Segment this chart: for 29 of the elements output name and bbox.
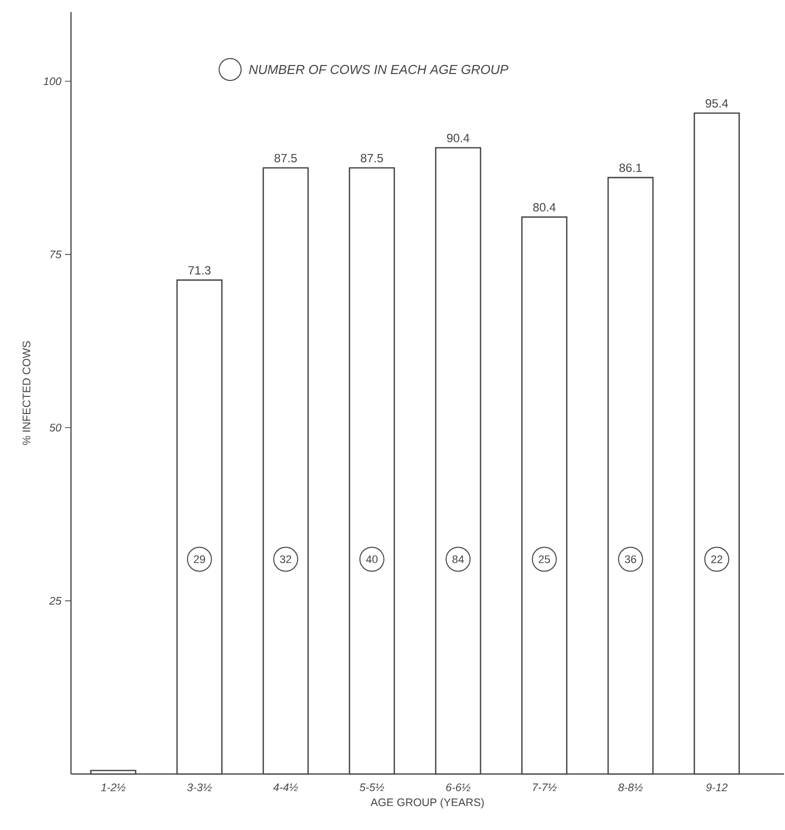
y-tick-label: 25 bbox=[49, 596, 62, 605]
annotation: 40 bbox=[366, 555, 378, 564]
data-label: 86.1 bbox=[620, 164, 642, 172]
data-label: 80.4 bbox=[533, 203, 556, 212]
x-axis-title: AGE GROUP (YEARS) bbox=[370, 798, 484, 808]
data-label: 87.5 bbox=[360, 154, 384, 162]
x-tick-label: 9-12 bbox=[706, 784, 728, 792]
data-label: 95.4 bbox=[706, 99, 728, 108]
data-label: 87.5 bbox=[274, 154, 298, 162]
annotation: 36 bbox=[625, 555, 636, 564]
x-tick-label: 7-7½ bbox=[533, 784, 557, 792]
annotation: 22 bbox=[711, 555, 723, 564]
y-tick-label: 50 bbox=[50, 424, 62, 432]
annotation: NUMBER OF COWS IN EACH AGE GROUP bbox=[249, 64, 509, 74]
x-tick-label: 6-6½ bbox=[446, 784, 470, 792]
annotation: 29 bbox=[194, 555, 206, 564]
y-axis-title: % INFECTED COWS bbox=[22, 341, 31, 445]
y-tick-label: 100 bbox=[44, 77, 62, 86]
x-tick-label: 8-8½ bbox=[618, 784, 643, 792]
x-tick-label: 1-2½ bbox=[101, 784, 126, 792]
x-tick-label: 3-3½ bbox=[187, 784, 212, 792]
annotation: 84 bbox=[452, 555, 464, 564]
data-label: 71.3 bbox=[188, 266, 211, 275]
y-tick-label: 75 bbox=[50, 250, 62, 258]
data-label: 90.4 bbox=[447, 134, 470, 142]
annotation: 32 bbox=[280, 555, 292, 564]
x-tick-label: 5-5½ bbox=[360, 784, 384, 792]
annotation: 25 bbox=[538, 555, 550, 564]
x-tick-label: 4-4½ bbox=[273, 784, 298, 792]
